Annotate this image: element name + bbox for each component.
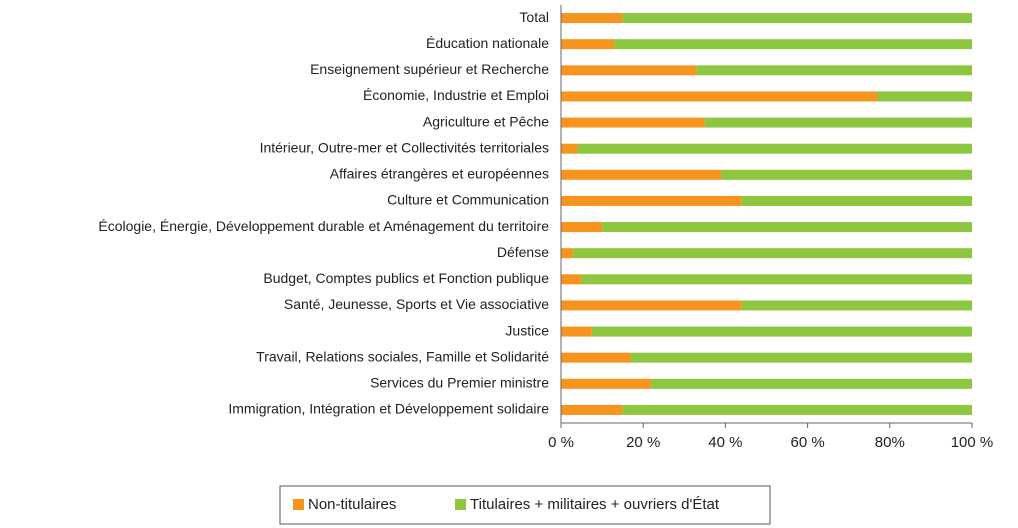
legend-label: Titulaires + militaires + ouvriers d'Éta…	[470, 496, 720, 513]
bar-segment	[561, 13, 623, 24]
bar-segment	[561, 117, 705, 128]
bar-segment	[614, 39, 972, 50]
y-tick-label: Services du Premier ministre	[370, 375, 549, 391]
x-tick-label: 40 %	[708, 434, 742, 451]
bar-segment	[561, 195, 742, 206]
y-tick-label: Total	[519, 9, 549, 25]
bar-segment	[561, 143, 578, 154]
legend-swatch	[455, 499, 466, 510]
bar-segment	[561, 326, 592, 337]
bar-segment	[622, 404, 972, 415]
bar-segment	[561, 300, 742, 311]
x-tick-label: 20 %	[626, 434, 660, 451]
y-tick-label: Intérieur, Outre-mer et Collectivités te…	[260, 139, 549, 155]
y-tick-label: Écologie, Énergie, Développement durable…	[98, 218, 549, 234]
bar-segment	[622, 13, 972, 24]
y-tick-label: Justice	[505, 322, 549, 338]
bar-segment	[741, 195, 972, 206]
bar-segment	[561, 248, 574, 259]
bar-segment	[704, 117, 972, 128]
bar-segment	[561, 65, 697, 76]
bar-segment	[561, 274, 582, 285]
bar-segment	[721, 169, 972, 180]
bar-segment	[573, 248, 972, 259]
y-tick-label: Enseignement supérieur et Recherche	[310, 61, 549, 77]
bar-segment	[577, 143, 972, 154]
y-tick-label: Travail, Relations sociales, Famille et …	[256, 348, 549, 364]
bar-segment	[561, 39, 615, 50]
y-tick-label: Affaires étrangères et européennes	[330, 166, 549, 182]
y-tick-label: Agriculture et Pêche	[423, 113, 549, 129]
y-tick-label: Éducation nationale	[426, 35, 549, 51]
y-tick-label: Santé, Jeunesse, Sports et Vie associati…	[284, 296, 549, 312]
y-tick-label: Économie, Industrie et Emploi	[363, 87, 549, 103]
y-tick-label: Budget, Comptes publics et Fonction publ…	[263, 270, 549, 286]
y-tick-label: Défense	[497, 244, 549, 260]
x-tick-label: 80%	[875, 434, 905, 451]
x-tick-label: 60 %	[790, 434, 824, 451]
bar-segment	[630, 352, 972, 363]
y-tick-label: Immigration, Intégration et Développemen…	[228, 401, 549, 417]
bar-segment	[561, 404, 623, 415]
bar-segment	[741, 300, 972, 311]
bar-segment	[696, 65, 972, 76]
bar-segment	[602, 222, 972, 233]
bar-segment	[561, 222, 603, 233]
bar-segment	[591, 326, 972, 337]
legend-box	[279, 485, 771, 525]
legend-swatch	[293, 499, 304, 510]
bar-segment	[561, 91, 878, 102]
bar-segment	[561, 169, 722, 180]
bar-segment	[561, 352, 631, 363]
y-tick-label: Culture et Communication	[387, 192, 549, 208]
bar-segment	[581, 274, 972, 285]
x-tick-label: 100 %	[951, 434, 994, 451]
legend-label: Non-titulaires	[308, 496, 396, 513]
bar-segment	[561, 378, 652, 389]
bar-segment	[651, 378, 972, 389]
x-tick-label: 0 %	[548, 434, 574, 451]
bar-segment	[877, 91, 972, 102]
